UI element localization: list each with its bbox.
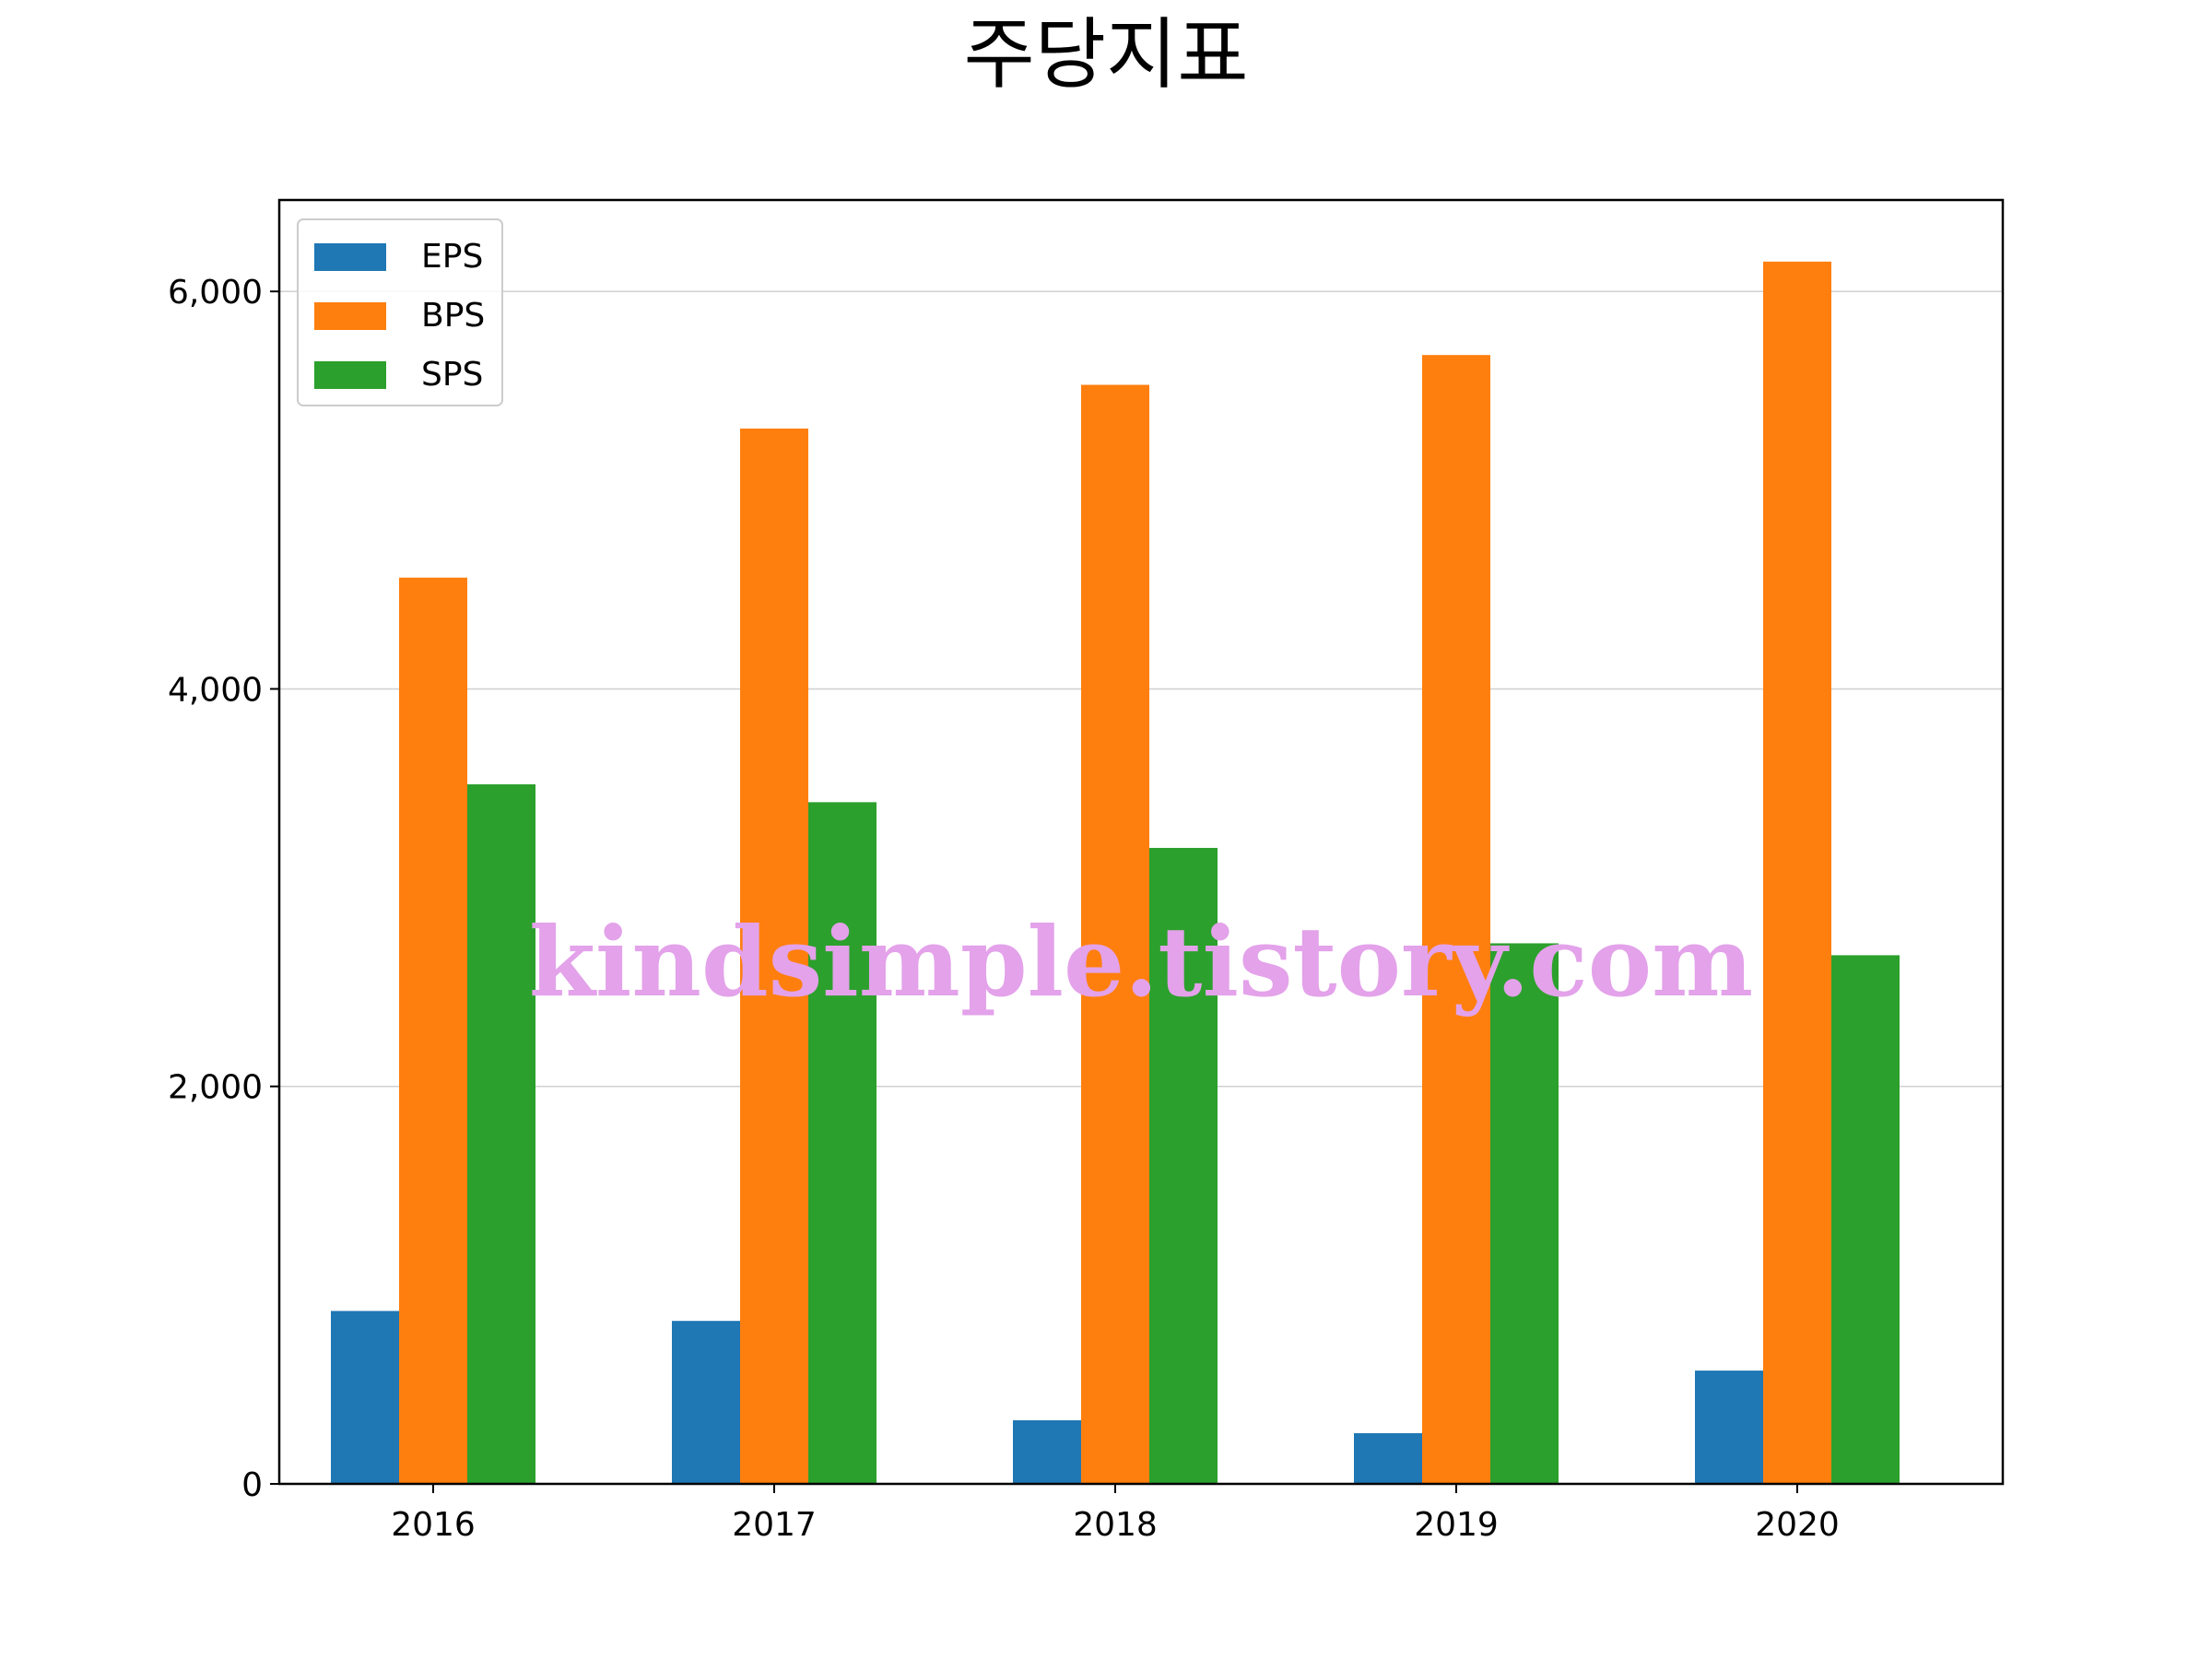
watermark-text: kindsimple.tistory.com (529, 905, 1753, 1018)
bar-bps-2018 (1081, 384, 1149, 1484)
plot-frame (277, 198, 2005, 1486)
bar-bps-2019 (1422, 355, 1490, 1484)
y-tick-label: 0 (241, 1466, 263, 1504)
y-tick-label: 6,000 (168, 274, 263, 312)
bar-eps-2019 (1354, 1433, 1422, 1484)
x-axis: 2016 2017 2018 2019 2020 (391, 1484, 1840, 1544)
bar-eps-2016 (331, 1311, 399, 1484)
bar-bps-2020 (1763, 261, 1831, 1485)
legend-label-bps: BPS (421, 297, 485, 335)
bar-bps-2017 (740, 428, 808, 1485)
x-tick-label: 2019 (1414, 1506, 1499, 1544)
legend-swatch-sps (314, 361, 386, 389)
legend: EPS BPS SPS (297, 218, 503, 406)
bar-sps-2019 (1490, 943, 1559, 1484)
legend-swatch-eps (314, 243, 386, 271)
legend-label-eps: EPS (421, 238, 483, 276)
x-tick-label: 2017 (732, 1506, 817, 1544)
legend-label-sps: SPS (421, 356, 483, 394)
x-tick-label: 2020 (1755, 1506, 1840, 1544)
x-tick-label: 2018 (1073, 1506, 1158, 1544)
bar-sps-2017 (808, 802, 877, 1484)
bars (331, 261, 1900, 1485)
bar-sps-2016 (467, 783, 535, 1484)
bar-bps-2016 (399, 577, 467, 1484)
bar-eps-2020 (1695, 1371, 1763, 1484)
bar-eps-2018 (1013, 1419, 1081, 1484)
y-tick-label: 4,000 (168, 671, 263, 709)
bar-sps-2020 (1831, 955, 1900, 1484)
x-tick-label: 2016 (391, 1506, 476, 1544)
bar-sps-2018 (1149, 847, 1218, 1484)
y-axis: 0 2,000 4,000 6,000 (168, 274, 279, 1504)
chart-title: 주당지표 (963, 9, 1248, 100)
bar-eps-2017 (672, 1321, 740, 1484)
y-tick-label: 2,000 (168, 1069, 263, 1107)
legend-swatch-bps (314, 302, 386, 330)
